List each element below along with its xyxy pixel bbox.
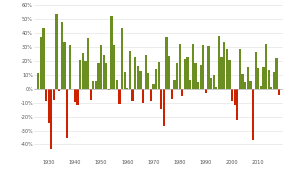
Bar <box>142 89 144 103</box>
Bar <box>228 59 231 89</box>
Bar <box>92 81 94 89</box>
Bar <box>45 89 47 100</box>
Bar <box>262 67 265 89</box>
Bar <box>268 70 270 89</box>
Bar <box>113 45 115 89</box>
Bar <box>155 69 157 89</box>
Bar <box>181 89 183 96</box>
Bar <box>186 58 189 89</box>
Bar <box>247 67 249 89</box>
Bar <box>79 61 81 89</box>
Bar <box>152 84 155 89</box>
Bar <box>241 74 244 89</box>
Bar <box>110 15 113 89</box>
Bar <box>50 89 52 149</box>
Bar <box>270 87 273 89</box>
Bar <box>134 57 136 89</box>
Bar <box>236 89 239 120</box>
Bar <box>244 82 246 89</box>
Bar <box>260 86 262 89</box>
Bar <box>40 37 42 89</box>
Bar <box>55 14 58 89</box>
Bar <box>212 75 215 89</box>
Bar <box>249 81 251 89</box>
Bar <box>61 23 63 89</box>
Bar <box>178 44 181 89</box>
Bar <box>239 49 241 89</box>
Bar <box>173 80 176 89</box>
Bar <box>278 89 280 95</box>
Bar <box>97 63 100 89</box>
Bar <box>202 45 204 89</box>
Bar <box>218 36 220 89</box>
Bar <box>139 71 142 89</box>
Bar <box>103 55 105 89</box>
Bar <box>197 81 199 89</box>
Bar <box>90 89 92 100</box>
Bar <box>95 81 97 89</box>
Bar <box>192 44 194 89</box>
Bar <box>76 89 79 105</box>
Bar <box>255 52 257 89</box>
Bar <box>37 73 39 89</box>
Bar <box>200 65 202 89</box>
Bar <box>132 89 134 101</box>
Bar <box>126 88 128 89</box>
Bar <box>121 29 123 89</box>
Bar <box>108 89 110 90</box>
Bar <box>231 89 233 102</box>
Bar <box>205 89 207 93</box>
Bar <box>74 89 76 102</box>
Bar <box>53 89 55 100</box>
Bar <box>194 63 196 89</box>
Bar <box>69 45 71 89</box>
Bar <box>207 46 210 89</box>
Bar <box>257 68 259 89</box>
Bar <box>63 42 65 89</box>
Bar <box>105 63 108 89</box>
Bar <box>215 87 217 89</box>
Bar <box>47 89 50 123</box>
Bar <box>144 55 147 89</box>
Bar <box>166 37 168 89</box>
Bar <box>189 80 191 89</box>
Bar <box>87 38 89 89</box>
Bar <box>223 42 225 89</box>
Bar <box>58 89 60 91</box>
Bar <box>124 72 126 89</box>
Bar <box>265 44 267 89</box>
Bar <box>158 62 160 89</box>
Bar <box>168 56 170 89</box>
Bar <box>221 57 223 89</box>
Bar <box>147 73 149 89</box>
Bar <box>100 45 102 89</box>
Bar <box>150 89 152 101</box>
Bar <box>171 89 173 99</box>
Bar <box>210 78 212 89</box>
Bar <box>163 89 165 126</box>
Bar <box>275 58 278 89</box>
Bar <box>184 59 186 89</box>
Bar <box>160 89 162 109</box>
Bar <box>66 89 68 138</box>
Bar <box>118 89 121 104</box>
Bar <box>234 89 236 105</box>
Bar <box>137 66 139 89</box>
Bar <box>129 51 131 89</box>
Bar <box>176 63 178 89</box>
Bar <box>226 49 228 89</box>
Bar <box>82 53 84 89</box>
Bar <box>116 80 118 89</box>
Bar <box>42 28 45 89</box>
Bar <box>273 72 275 89</box>
Bar <box>252 89 254 140</box>
Bar <box>84 61 86 89</box>
